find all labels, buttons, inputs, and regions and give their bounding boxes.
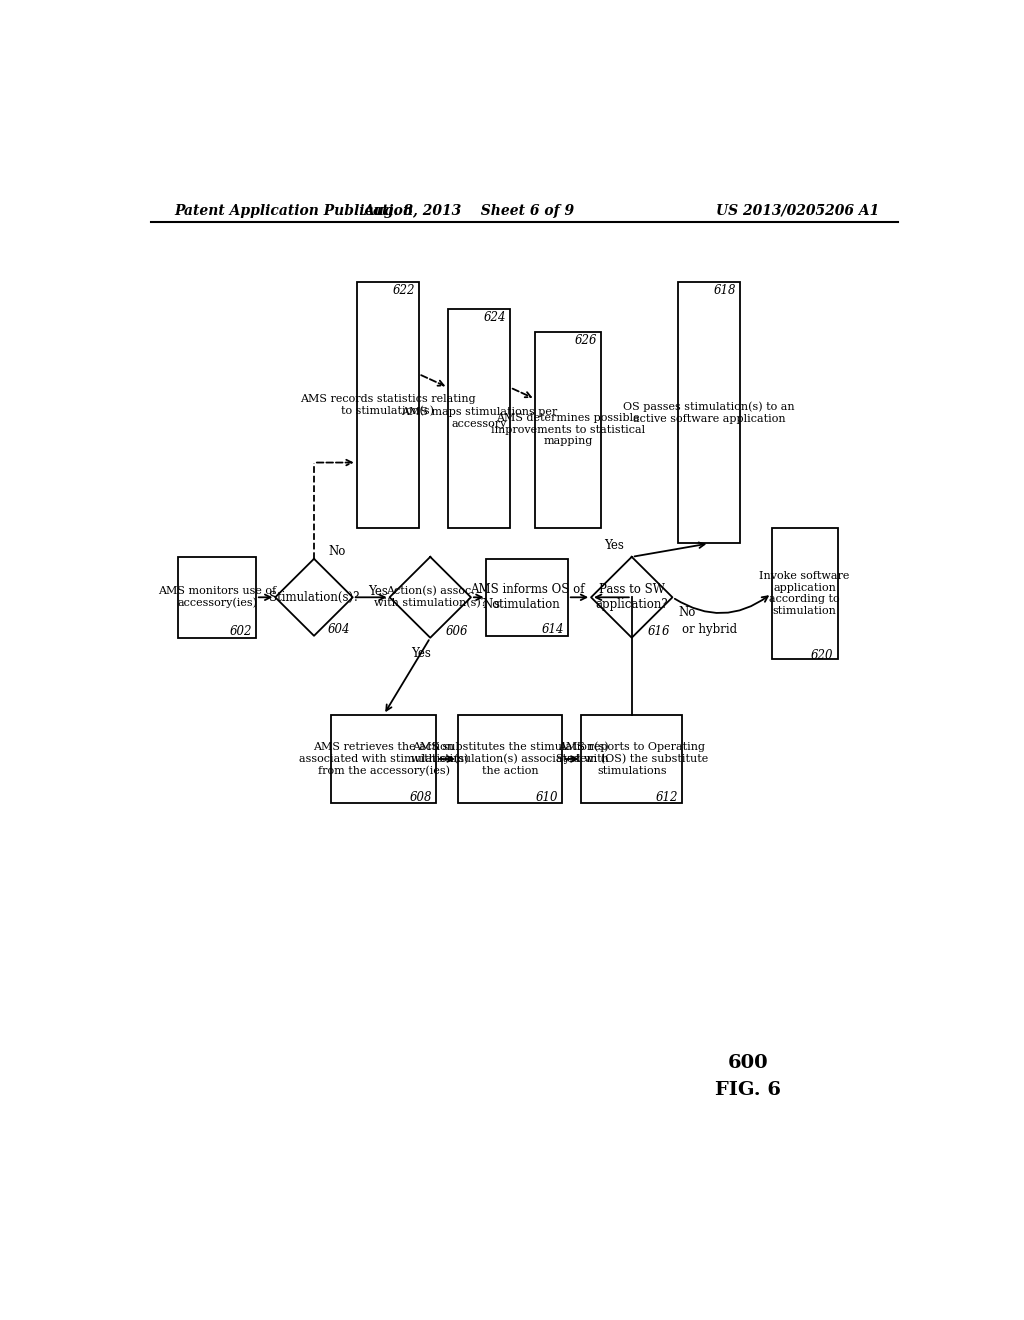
Text: AMS monitors use of
accessory(ies): AMS monitors use of accessory(ies) xyxy=(158,586,276,609)
Text: Yes: Yes xyxy=(369,585,388,598)
Bar xyxy=(332,714,436,804)
Bar xyxy=(449,309,510,528)
Text: AMS informs OS of
stimulation: AMS informs OS of stimulation xyxy=(470,583,585,611)
Text: 618: 618 xyxy=(714,284,736,297)
Text: 614: 614 xyxy=(542,623,564,636)
Text: AMS reports to Operating
System (OS) the substitute
stimulations: AMS reports to Operating System (OS) the… xyxy=(556,742,708,776)
Polygon shape xyxy=(389,557,471,638)
Text: No: No xyxy=(328,545,345,557)
Text: 608: 608 xyxy=(410,791,432,804)
Text: 602: 602 xyxy=(229,626,252,638)
Bar xyxy=(486,558,568,636)
Bar xyxy=(356,281,419,528)
Bar xyxy=(536,331,601,528)
Text: No: No xyxy=(679,606,696,619)
Text: 610: 610 xyxy=(536,791,558,804)
Text: 612: 612 xyxy=(655,791,678,804)
Text: 622: 622 xyxy=(392,284,415,297)
Text: AMS substitutes the stimulation(s)
with stimulation(s) associated with
the actio: AMS substitutes the stimulation(s) with … xyxy=(412,742,609,776)
Bar xyxy=(458,714,562,804)
Text: US 2013/0205206 A1: US 2013/0205206 A1 xyxy=(717,203,880,218)
Text: Yes: Yes xyxy=(604,539,624,552)
Text: Action(s) assoc.
with stimulation(s)?: Action(s) assoc. with stimulation(s)? xyxy=(374,586,486,609)
Text: AMS determines possible
improvements to statistical
mapping: AMS determines possible improvements to … xyxy=(492,413,645,446)
Text: Stimulation(s)?: Stimulation(s)? xyxy=(269,591,359,603)
Bar xyxy=(178,557,256,638)
Text: 616: 616 xyxy=(647,626,670,638)
Text: 600: 600 xyxy=(728,1055,768,1072)
Text: Patent Application Publication: Patent Application Publication xyxy=(174,203,414,218)
Text: 620: 620 xyxy=(811,648,834,661)
Text: FIG. 6: FIG. 6 xyxy=(715,1081,781,1100)
Text: AMS records statistics relating
to stimulation(s): AMS records statistics relating to stimu… xyxy=(300,393,475,416)
Polygon shape xyxy=(275,558,352,636)
Text: OS passes stimulation(s) to an
active software application: OS passes stimulation(s) to an active so… xyxy=(624,401,795,424)
Text: Invoke software
application
according to
stimulation: Invoke software application according to… xyxy=(760,572,850,616)
Text: 604: 604 xyxy=(328,623,350,636)
Text: AMS retrieves the action
associated with stimulation(s)
from the accessory(ies): AMS retrieves the action associated with… xyxy=(299,742,469,776)
Polygon shape xyxy=(591,557,673,638)
Text: or hybrid: or hybrid xyxy=(682,623,737,636)
Text: Yes: Yes xyxy=(411,647,431,660)
Bar xyxy=(582,714,682,804)
Text: Aug. 8, 2013    Sheet 6 of 9: Aug. 8, 2013 Sheet 6 of 9 xyxy=(364,203,574,218)
Text: 624: 624 xyxy=(483,312,506,325)
Bar xyxy=(678,281,740,544)
Text: Pass to SW
application?: Pass to SW application? xyxy=(595,583,668,611)
Bar xyxy=(772,528,838,659)
Text: 626: 626 xyxy=(574,334,597,347)
Text: 606: 606 xyxy=(446,626,469,638)
Text: No: No xyxy=(482,598,500,611)
Text: AMS maps stimulations per
accessory: AMS maps stimulations per accessory xyxy=(401,408,557,429)
